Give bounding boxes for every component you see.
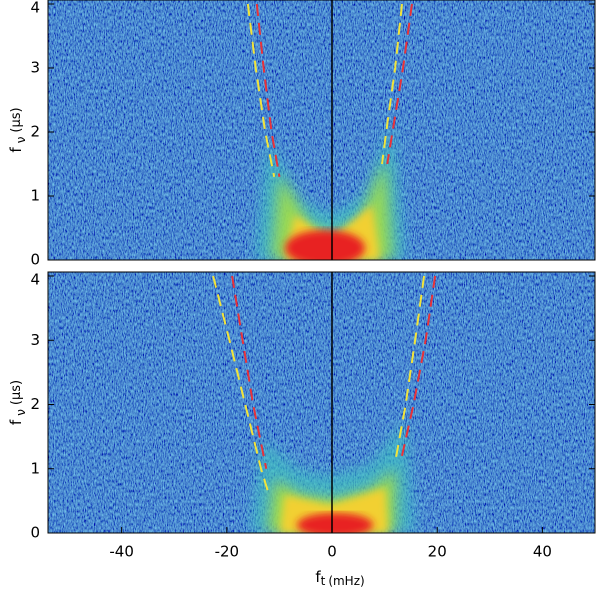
y-tick-label: 3	[30, 59, 40, 77]
y-label-unit: (μs)	[9, 107, 24, 132]
dashed-curve	[231, 275, 268, 469]
y-tick-label: 2	[30, 395, 40, 413]
panel-frame	[47, 0, 596, 261]
y-tick-label: 3	[30, 331, 40, 349]
x-tick-label: 20	[428, 543, 447, 561]
x-tick-label: 0	[327, 543, 337, 561]
x-tick-label: -40	[109, 543, 134, 561]
y-label-main: f	[7, 419, 25, 425]
x-axis-label: ft (mHz)	[315, 568, 364, 588]
dashed-curve	[394, 275, 426, 463]
x-label-unit: (mHz)	[328, 574, 364, 588]
y-tick-label: 0	[30, 524, 40, 542]
dashed-curve	[380, 3, 403, 165]
y-axis-label: fν (μs)	[7, 107, 28, 152]
y-axis-label: fν (μs)	[7, 380, 28, 425]
x-label-main: f	[315, 568, 321, 586]
y-tick-label: 2	[30, 123, 40, 141]
panel-bottom-image	[48, 272, 595, 533]
y-tick-label: 4	[30, 0, 40, 17]
x-tick-label: -20	[215, 543, 240, 561]
dashed-curve	[246, 3, 276, 177]
y-tick-label: 4	[30, 271, 40, 289]
x-label-sub: t	[321, 574, 326, 588]
dashed-curve	[386, 3, 413, 165]
dashed-curve	[212, 275, 270, 495]
y-tick-label: 1	[30, 459, 40, 477]
panel-top-image	[48, 0, 595, 260]
y-label-sub: ν	[14, 409, 28, 416]
x-tick-label: 40	[533, 543, 552, 561]
y-label-main: f	[7, 147, 25, 153]
y-tick-label: 1	[30, 187, 40, 205]
y-label-unit: (μs)	[9, 380, 24, 405]
dashed-curve	[400, 275, 437, 457]
y-tick-label: 0	[30, 251, 40, 269]
y-label-sub: ν	[14, 136, 28, 143]
dashed-curve	[255, 3, 281, 177]
panel-frame	[47, 271, 596, 534]
